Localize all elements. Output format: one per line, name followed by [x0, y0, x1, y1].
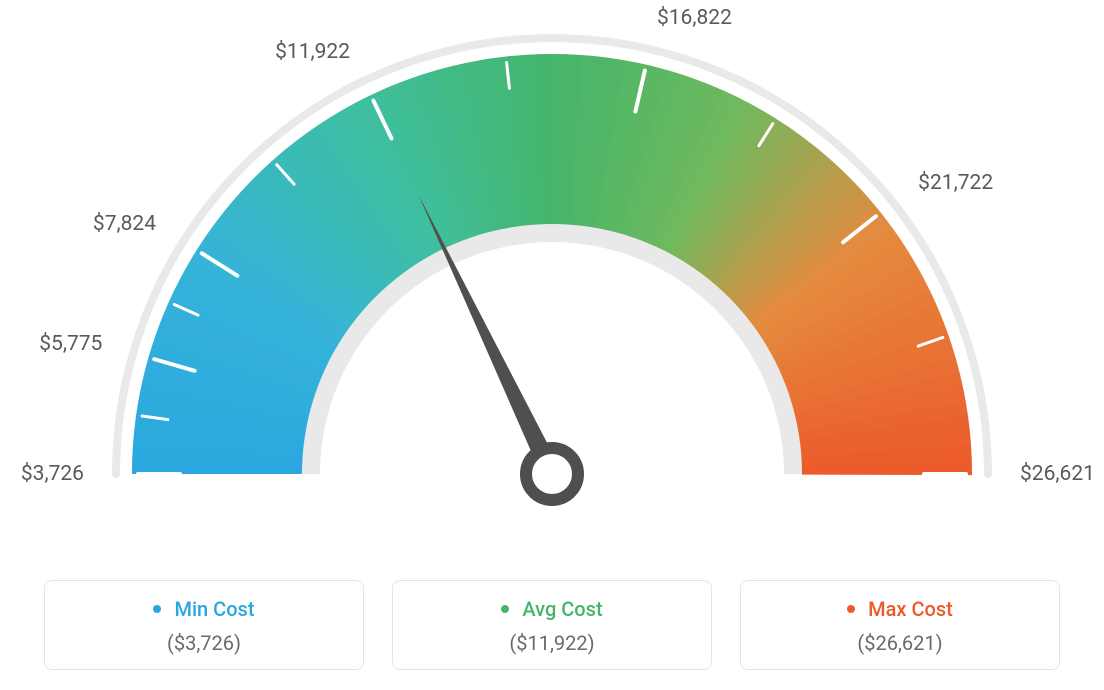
legend-title-text: Max Cost: [868, 597, 953, 621]
legend-title-avg: Avg Cost: [403, 597, 701, 621]
gauge-chart: $3,726 $5,775 $7,824 $11,922 $16,822 $21,722 $…: [0, 0, 1104, 560]
legend-title-min: Min Cost: [55, 597, 353, 621]
gauge-tick-label: $21,722: [918, 171, 993, 195]
dot-icon: [153, 605, 161, 613]
legend-card-avg: Avg Cost ($11,922): [392, 580, 712, 670]
gauge-tick-label: $5,775: [39, 332, 102, 356]
legend-title-text: Avg Cost: [522, 597, 602, 621]
legend-value-min: ($3,726): [55, 631, 353, 655]
legend-title-text: Min Cost: [174, 597, 254, 621]
legend-value-avg: ($11,922): [403, 631, 701, 655]
legend-value-max: ($26,621): [751, 631, 1049, 655]
legend-card-min: Min Cost ($3,726): [44, 580, 364, 670]
legend-title-max: Max Cost: [751, 597, 1049, 621]
dot-icon: [501, 605, 509, 613]
gauge-tick-label: $7,824: [93, 212, 156, 236]
gauge-tick-label: $16,822: [657, 6, 732, 30]
legend-row: Min Cost ($3,726) Avg Cost ($11,922) Max…: [0, 580, 1104, 670]
chart-container: $3,726 $5,775 $7,824 $11,922 $16,822 $21,722 $…: [0, 0, 1104, 690]
gauge-tick-label: $26,621: [1020, 462, 1095, 486]
gauge-tick-label: $3,726: [21, 462, 84, 486]
dot-icon: [847, 605, 855, 613]
gauge-svg: [98, 20, 1006, 554]
gauge-tick-label: $11,922: [275, 40, 350, 64]
legend-card-max: Max Cost ($26,621): [740, 580, 1060, 670]
